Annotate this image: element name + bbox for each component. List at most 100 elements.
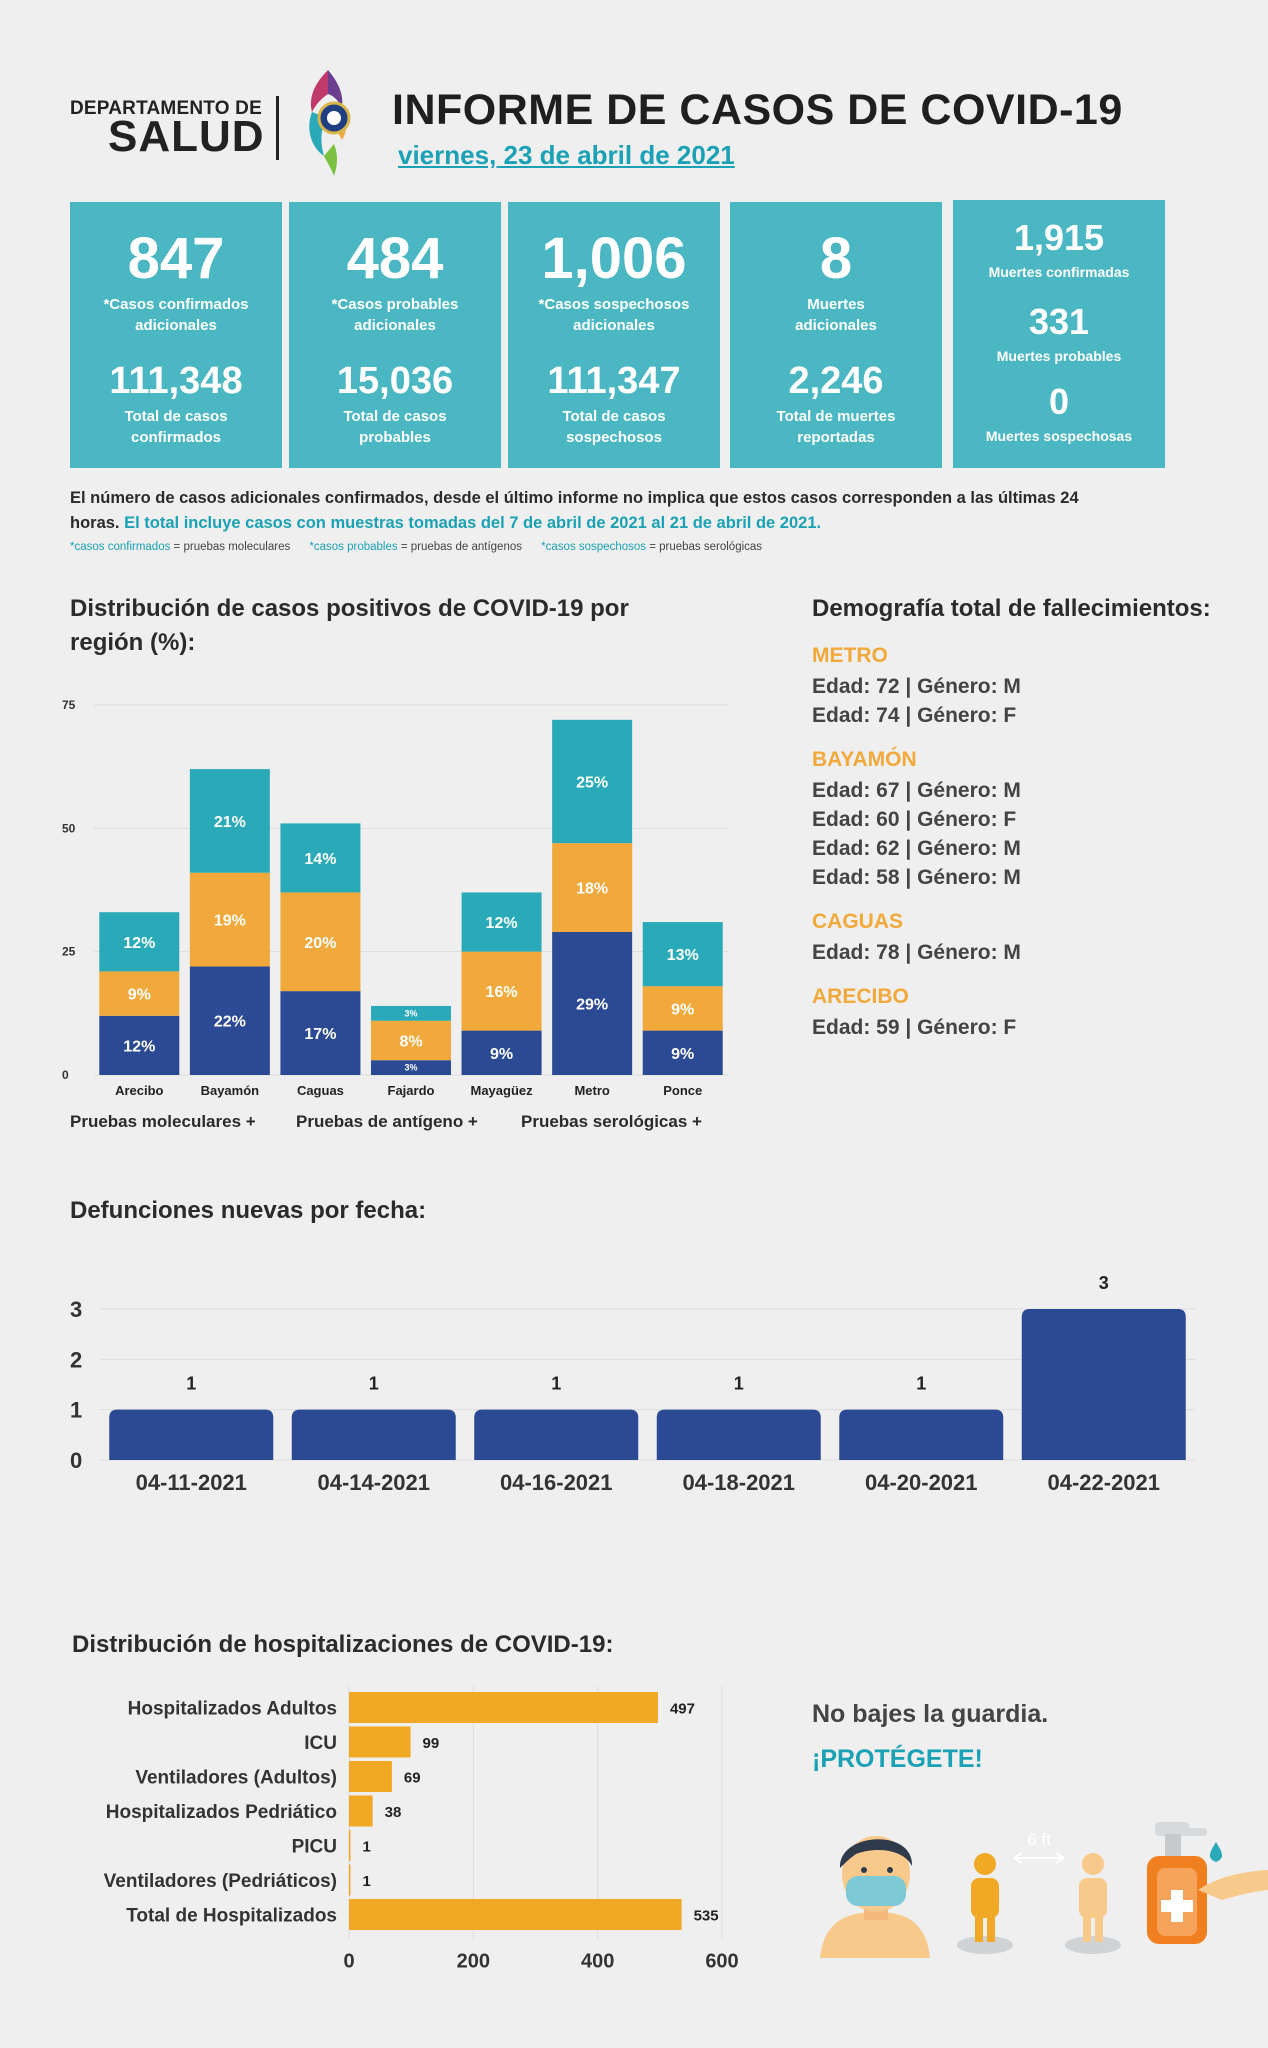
distance-label: 6 ft (1027, 1830, 1051, 1849)
bar-segment (552, 843, 633, 932)
bar-segment (99, 971, 180, 1016)
y-tick-label: 2 (70, 1347, 82, 1372)
tagline: No bajes la guardia. (812, 1700, 1049, 1728)
legend-antigen: Pruebas de antígeno + (296, 1112, 478, 1132)
bar-segment (552, 931, 633, 1075)
deaths-chart-title: Defunciones nuevas por fecha: (70, 1197, 427, 1224)
deaths-demography: Demografía total de fallecimientos: METR… (812, 592, 1232, 1042)
header-divider (276, 96, 279, 160)
x-tick-label: Ponce (663, 1083, 702, 1098)
social-distance-icon: 6 ft (957, 1830, 1121, 1954)
bar-segment (371, 1005, 451, 1021)
mid-label: Total de casos confirmados (124, 408, 228, 446)
data-label: 535 (694, 1908, 719, 1925)
x-tick-label: 04-18-2021 (682, 1470, 795, 1495)
deaths-by-date-chart: 0 1 2 3 1 04-11-2021 1 04-14-2021 1 04-16-2021 1 04… (70, 1273, 1195, 1495)
data-label: 9% (671, 1046, 694, 1063)
bar-segment (552, 719, 633, 844)
x-tick-label: 400 (581, 1951, 614, 1971)
mid-label: Total de casos sospechosos (562, 408, 666, 446)
mid-label: Total de muertes reportadas (776, 408, 896, 446)
confirmed-deaths-label: Muertes confirmadas (988, 264, 1130, 280)
mid-number: 2,246 (788, 360, 884, 402)
bar (349, 1899, 682, 1930)
data-label: 22% (214, 1014, 246, 1031)
report-note: El número de casos adicionales confirmad… (70, 486, 1130, 536)
demography-region: BAYAMÓN (812, 747, 917, 771)
big-number: 484 (346, 226, 444, 291)
prevention-illustration: 6 ft (820, 1822, 1268, 1958)
data-label: 1 (363, 1839, 371, 1856)
demography-region: CAGUAS (812, 909, 904, 933)
y-tick-label: 50 (62, 821, 76, 835)
bar (349, 1761, 392, 1792)
hand-sanitizer-icon (1147, 1822, 1268, 1944)
x-tick-label: 04-14-2021 (317, 1470, 430, 1495)
demography-region: METRO (812, 643, 888, 667)
legend-antigen-label: Pruebas de antígeno + (296, 1112, 478, 1131)
x-tick-label: Metro (574, 1083, 609, 1098)
data-label: 99 (423, 1735, 440, 1752)
legend-molecular-label: Pruebas moleculares + (70, 1112, 256, 1131)
mid-number: 111,348 (109, 360, 243, 402)
big-number: 1,006 (541, 226, 687, 291)
big-number: 847 (127, 226, 225, 291)
suspected-deaths-label: Muertes sospechosas (985, 428, 1133, 444)
y-tick-label: 0 (70, 1448, 82, 1473)
bar-segment (189, 769, 270, 873)
bar (349, 1795, 373, 1827)
bar-segment (371, 1060, 451, 1075)
def-probable-text: = pruebas de antígenos (397, 541, 522, 553)
data-label: 1 (551, 1374, 561, 1394)
y-tick-label: 75 (62, 698, 76, 712)
bar (839, 1409, 1004, 1460)
bar (349, 1726, 411, 1758)
data-label: 13% (667, 947, 699, 964)
bar-segment (642, 922, 723, 987)
x-tick-label: Caguas (297, 1083, 344, 1098)
demography-entry: Edad: 78 | Género: M (812, 940, 1021, 964)
bar (349, 1692, 658, 1723)
demography-entry: Edad: 62 | Género: M (812, 836, 1021, 860)
demography-entry: Edad: 74 | Género: F (812, 703, 1017, 727)
confirmed-cases-card: 847 *Casos confirmados adicionales 111,3… (70, 202, 282, 468)
def-confirmed-text: = pruebas moleculares (170, 541, 291, 553)
x-tick-label: 04-16-2021 (500, 1470, 613, 1495)
y-tick-label: ICU (304, 1733, 337, 1754)
legend-molecular: Pruebas moleculares + (70, 1112, 256, 1132)
x-tick-label: Fajardo (388, 1083, 435, 1098)
bar-segment (461, 1030, 542, 1075)
big-label: Muertes adicionales (795, 296, 877, 334)
x-tick-label: Arecibo (115, 1083, 163, 1098)
data-label: 1 (186, 1374, 196, 1394)
x-tick-label: 200 (457, 1951, 490, 1971)
data-label: 19% (214, 913, 246, 930)
data-label: 3 (1099, 1273, 1109, 1293)
def-suspected-text: = pruebas serológicas (646, 541, 763, 553)
masked-person-icon (820, 1836, 930, 1958)
data-label: 9% (128, 987, 151, 1004)
bar (349, 1830, 351, 1861)
y-tick-label: 0 (62, 1068, 69, 1082)
note-text: El número de casos adicionales confirmad… (70, 489, 1079, 532)
demography-region: ARECIBO (812, 984, 909, 1008)
x-tick-label: 04-22-2021 (1047, 1470, 1160, 1495)
big-number: 8 (819, 226, 853, 291)
data-label: 18% (576, 881, 608, 898)
data-label: 1 (369, 1374, 379, 1394)
def-suspected-term: *casos sospechosos (541, 541, 647, 553)
case-definitions: *casos confirmados = pruebas moleculares… (70, 541, 762, 553)
big-label: *Casos confirmados adicionales (103, 296, 249, 334)
demography-list: METRO Edad: 72 | Género: M Edad: 74 | Géne… (812, 644, 1232, 1042)
x-tick-label: 0 (343, 1951, 354, 1971)
data-label: 17% (304, 1026, 336, 1043)
bar-segment (280, 823, 361, 893)
y-tick-label: Hospitalizados Adultos (128, 1699, 337, 1720)
def-probable-term: *casos probables (309, 541, 398, 553)
y-tick-label: PICU (292, 1837, 337, 1858)
suspected-cases-card: 1,006 *Casos sospechosos adicionales 111… (508, 202, 720, 468)
y-tick-label: Total de Hospitalizados (126, 1906, 337, 1927)
confirmed-deaths-value: 1,915 (1013, 217, 1105, 258)
mid-number: 111,347 (547, 360, 681, 402)
probable-deaths-label: Muertes probables (996, 348, 1122, 364)
